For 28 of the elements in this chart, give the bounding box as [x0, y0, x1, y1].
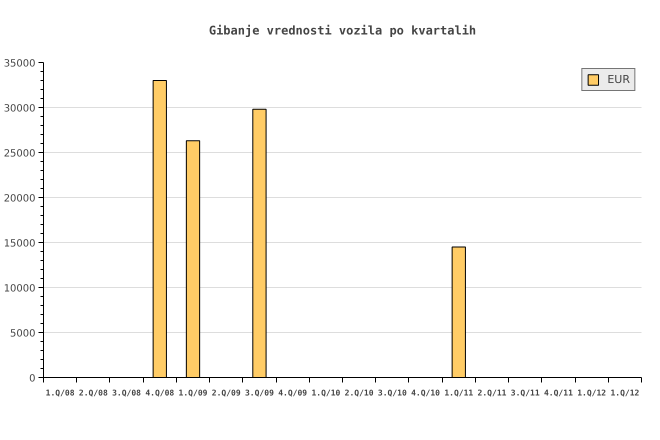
x-tick-label: 2.Q/11 [478, 388, 507, 398]
y-tick-label: 30000 [4, 104, 36, 114]
chart-title: Gibanje vrednosti vozila po kvartalih [208, 24, 476, 38]
y-tick-label: 25000 [4, 148, 36, 160]
x-tick-label: 1.Q/10 [311, 388, 341, 398]
legend-label: EUR [607, 73, 630, 86]
x-tick-label: 1.Q/12 [577, 388, 606, 398]
x-tick-label: 3.Q/10 [378, 388, 407, 398]
y-tick-label: 35000 [4, 58, 36, 70]
x-tick-label: 1.Q/08 [46, 388, 75, 398]
x-tick-label: 1.Q/09 [178, 388, 208, 398]
x-tick-label: 2.Q/10 [344, 388, 374, 398]
y-tick-label: 0 [29, 374, 36, 384]
x-tick-label: 4.Q/11 [544, 388, 574, 398]
x-tick-label: 2.Q/09 [212, 388, 241, 398]
x-tick-label: 2.Q/08 [78, 388, 108, 398]
x-tick-label: 1.Q/11 [444, 388, 474, 398]
x-tick-label: 3.Q/09 [244, 388, 274, 398]
x-tick-label: 4.Q/10 [411, 388, 440, 398]
y-tick-label: 5000 [10, 328, 36, 340]
x-tick-label: 1.Q/12 [610, 388, 640, 398]
y-tick-label: 10000 [4, 284, 36, 294]
y-tick-label: 15000 [4, 238, 36, 250]
y-tick-label: 20000 [4, 194, 36, 204]
x-tick-label: 4.Q/09 [278, 388, 308, 398]
x-tick-label: 4.Q/08 [145, 388, 174, 398]
x-tick-label: 3.Q/11 [510, 388, 540, 398]
x-tick-label: 3.Q/08 [112, 388, 142, 398]
